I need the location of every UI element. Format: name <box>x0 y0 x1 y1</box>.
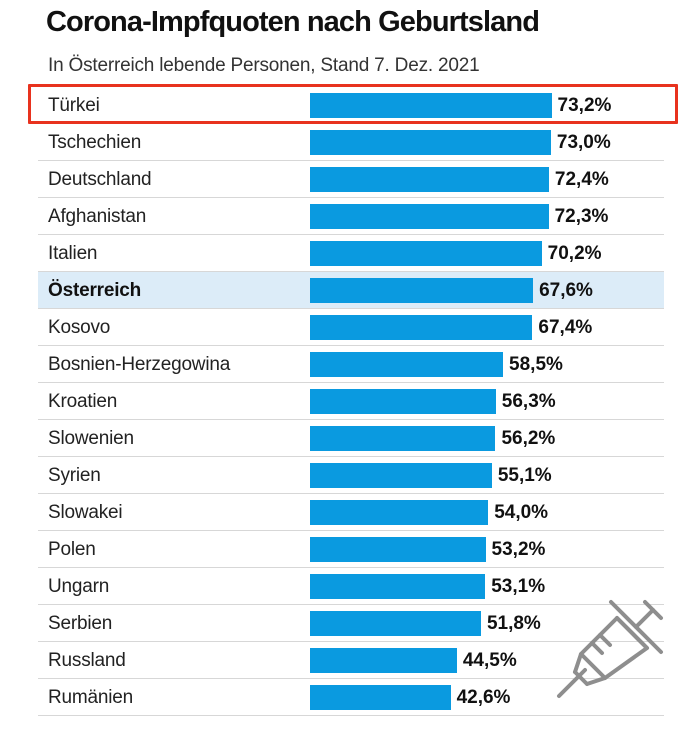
bar-row-15: Serbien 51,8% <box>38 605 664 642</box>
bar-row-10: Slowenien 56,2% <box>38 420 664 457</box>
category-label: Deutschland <box>48 169 152 190</box>
data-label: 56,3% <box>501 391 556 412</box>
category-label: Italien <box>48 243 98 264</box>
bar <box>310 500 489 525</box>
bar <box>310 648 457 673</box>
category-label: Afghanistan <box>48 206 147 227</box>
data-label: 67,4% <box>538 317 593 338</box>
bar <box>310 241 542 266</box>
bar <box>310 426 496 451</box>
data-label: 67,6% <box>539 280 593 301</box>
category-label: Serbien <box>48 613 113 634</box>
data-label: 51,8% <box>486 613 541 634</box>
highlight-marker-box <box>28 84 678 124</box>
category-label: Österreich <box>48 280 142 301</box>
data-label: 70,2% <box>547 243 602 264</box>
chart-title: Corona-Impfquoten nach Geburtsland <box>46 6 540 38</box>
category-label: Kosovo <box>48 317 111 338</box>
bar <box>310 278 534 303</box>
bar-row-1: Türkei 73,2% <box>38 87 664 124</box>
syringe-icon <box>557 600 663 698</box>
category-label: Russland <box>48 650 126 671</box>
category-label: Syrien <box>48 465 101 486</box>
chart-subtitle: In Österreich lebende Personen, Stand 7.… <box>48 55 480 76</box>
bar-row-6: Österreich 67,6% <box>38 272 664 309</box>
category-label: Kroatien <box>48 391 118 412</box>
bar-row-8: Bosnien-Herzegowina 58,5% <box>38 346 664 383</box>
bar <box>310 389 496 414</box>
bar-row-4: Afghanistan 72,3% <box>38 198 664 235</box>
bar <box>310 574 486 599</box>
bar-row-5: Italien 70,2% <box>38 235 664 272</box>
bar <box>310 167 549 192</box>
data-label: 54,0% <box>494 502 549 523</box>
bar <box>310 537 486 562</box>
bar <box>310 130 551 155</box>
bar <box>310 685 451 710</box>
data-label: 55,1% <box>497 465 552 486</box>
data-label: 72,4% <box>554 169 609 190</box>
bar <box>310 315 533 340</box>
bar <box>310 611 481 636</box>
data-label: 42,6% <box>456 687 511 708</box>
category-label: Slowenien <box>48 428 134 449</box>
bar-row-17: Rumänien 42,6% <box>38 679 664 716</box>
category-label: Bosnien-Herzegowina <box>48 354 231 375</box>
bar <box>310 93 552 118</box>
bar-row-3: Deutschland 72,4% <box>38 161 664 198</box>
bar-row-13: Polen 53,2% <box>38 531 664 568</box>
bar-row-2: Tschechien 73,0% <box>38 124 664 161</box>
bar <box>310 204 549 229</box>
bar-row-11: Syrien 55,1% <box>38 457 664 494</box>
data-label: 73,0% <box>556 132 611 153</box>
data-label: 72,3% <box>554 206 609 227</box>
data-label: 44,5% <box>462 650 517 671</box>
bar-row-12: Slowakei 54,0% <box>38 494 664 531</box>
bar-row-7: Kosovo 67,4% <box>38 309 664 346</box>
bar <box>310 352 504 377</box>
category-label: Polen <box>48 539 96 560</box>
category-label: Türkei <box>48 95 100 116</box>
category-label: Ungarn <box>48 576 110 597</box>
data-label: 73,2% <box>557 95 612 116</box>
data-label: 53,1% <box>491 576 546 597</box>
bar-row-16: Russland 44,5% <box>38 642 664 679</box>
data-label: 56,2% <box>501 428 556 449</box>
bar <box>310 463 492 488</box>
category-label: Rumänien <box>48 687 134 708</box>
data-label: 58,5% <box>509 354 563 375</box>
category-label: Tschechien <box>48 132 142 153</box>
bar-row-14: Ungarn 53,1% <box>38 568 664 605</box>
bar-row-9: Kroatien 56,3% <box>38 383 664 420</box>
data-label: 53,2% <box>491 539 546 560</box>
category-label: Slowakei <box>48 502 123 523</box>
